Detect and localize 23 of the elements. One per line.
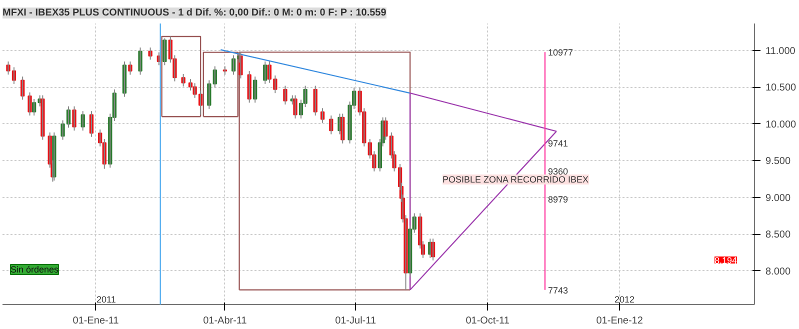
y-tick-label: 9.500 bbox=[766, 156, 791, 168]
x-tick-label: 01-Oct-11 bbox=[466, 316, 510, 326]
annotation: 2012 bbox=[614, 294, 635, 304]
annotation: 8979 bbox=[548, 194, 568, 205]
y-tick-label: 10.000 bbox=[766, 119, 797, 130]
annotation: Sin órdenes bbox=[10, 264, 60, 274]
y-tick-label: 10.500 bbox=[766, 82, 797, 94]
x-tick-label: 01-Jul-11 bbox=[335, 316, 376, 326]
annotation: 10977 bbox=[548, 48, 574, 58]
y-tick-label: 9.000 bbox=[766, 192, 791, 204]
x-tick-label: 01-Abr-11 bbox=[203, 316, 248, 326]
x-tick-label: 01-Ene-12 bbox=[596, 316, 644, 326]
x-tick-label: 01-Ene-11 bbox=[72, 316, 120, 326]
annotation: 7743 bbox=[548, 285, 568, 296]
chart-title: MFXI - IBEX35 PLUS CONTINUOUS - 1 d Dif. %: 0,00 Dif.: 0 M: 0 m: 0 F: P : 10.559 bbox=[2, 8, 387, 18]
annotation: POSIBLE ZONA RECORRIDO IBEX bbox=[442, 174, 589, 184]
y-tick-label: 11.000 bbox=[766, 46, 796, 57]
annotation: 9360 bbox=[548, 166, 568, 177]
y-tick-label: 8.000 bbox=[766, 266, 791, 278]
annotation: 9741 bbox=[548, 138, 568, 149]
y-tick-label: 8.500 bbox=[766, 230, 791, 241]
annotation: 8.194 bbox=[714, 256, 738, 266]
annotation: 2011 bbox=[96, 294, 116, 304]
